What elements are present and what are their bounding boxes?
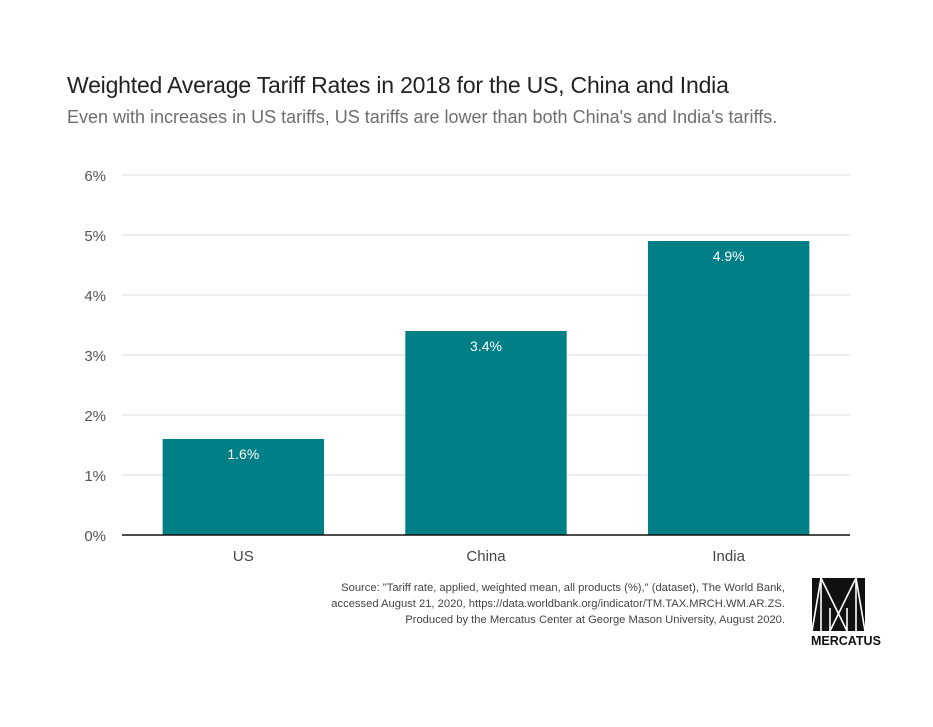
bar-india (647, 241, 810, 535)
data-labels: 1.6% 3.4% 4.9% (227, 248, 744, 462)
mercatus-wordmark: MERCATUS (811, 634, 881, 648)
source-line: Source: "Tariff rate, applied, weighted … (341, 582, 785, 594)
source-note: Source: "Tariff rate, applied, weighted … (331, 580, 785, 628)
y-axis-ticks: 0% 1% 2% 3% 4% 5% 6% (84, 168, 106, 545)
mercatus-logo: MERCATUS (811, 578, 881, 648)
y-tick-label: 6% (84, 168, 106, 185)
y-tick-label: 4% (84, 288, 106, 305)
bar-china (405, 331, 567, 535)
x-tick-label: China (466, 548, 506, 565)
source-line: accessed August 21, 2020, https://data.w… (331, 598, 785, 610)
chart-subtitle: Even with increases in US tariffs, US ta… (67, 107, 778, 127)
mercatus-logo-icon (812, 578, 865, 631)
x-tick-label: India (712, 548, 745, 565)
chart-title: Weighted Average Tariff Rates in 2018 fo… (67, 72, 729, 98)
y-tick-label: 3% (84, 348, 106, 365)
data-label: 3.4% (470, 338, 502, 354)
y-tick-label: 0% (84, 528, 106, 545)
data-label: 1.6% (227, 446, 259, 462)
source-line: Produced by the Mercatus Center at Georg… (405, 614, 785, 626)
x-tick-label: US (233, 548, 254, 565)
bars (162, 241, 810, 535)
bar-us (162, 439, 325, 535)
y-tick-label: 5% (84, 228, 106, 245)
x-axis-ticks: US China India (233, 548, 746, 565)
y-tick-label: 2% (84, 408, 106, 425)
y-tick-label: 1% (84, 468, 106, 485)
data-label: 4.9% (713, 248, 745, 264)
